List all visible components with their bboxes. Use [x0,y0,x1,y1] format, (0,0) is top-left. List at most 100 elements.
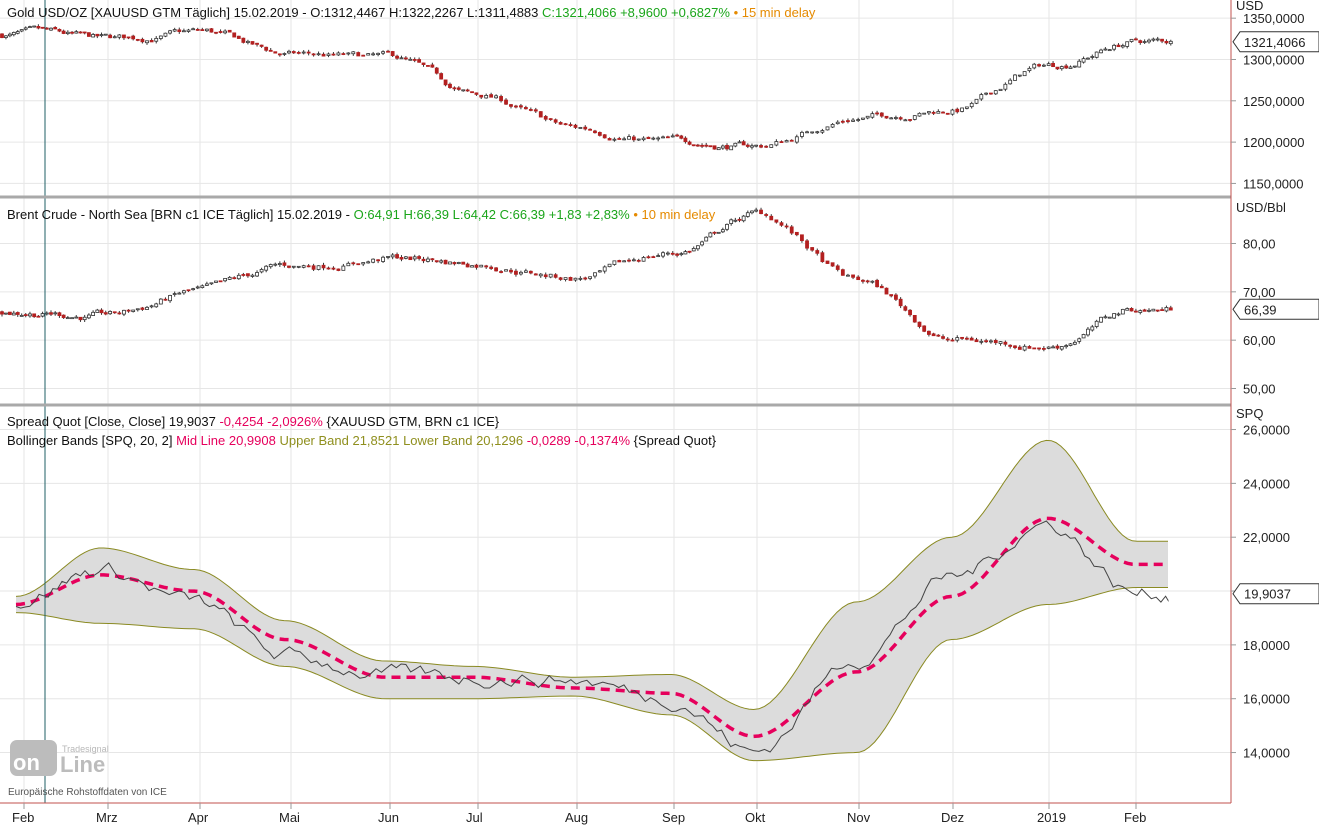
candle [646,136,651,140]
candle [1008,78,1013,85]
candle [195,285,200,290]
candle [538,111,543,118]
candle [583,276,588,281]
candle [434,260,439,263]
candle [950,337,955,342]
candle [417,57,422,63]
candle [195,27,200,31]
candle [1022,71,1027,77]
candle [209,28,214,33]
candle [523,268,528,273]
candle [479,264,484,268]
candle [805,239,809,251]
candle [277,261,282,267]
candle [356,51,361,57]
candle [989,92,993,95]
candle [341,52,346,56]
candle [588,276,593,281]
candle [1003,340,1008,347]
candle [218,280,223,283]
candle [683,136,688,144]
candle [894,293,898,302]
candle [108,33,113,39]
candle [131,309,136,313]
candle [448,82,452,89]
data-source-note: Europäische Rohstoffdaten von ICE [8,787,167,798]
candle [112,35,117,39]
candle [484,264,489,269]
spread-y-tick-label: 24,0000 [1243,476,1290,491]
candle [44,27,49,30]
candle [794,231,799,237]
candle [725,143,729,151]
candle [494,267,499,272]
candle [523,105,528,110]
candle [558,276,563,281]
brent-header-name: Brent Crude - North Sea [BRN c1 ICE Tägl… [7,207,354,222]
candle [687,140,692,146]
candle [964,336,969,341]
candle [70,317,74,320]
candle [984,338,989,344]
candle [23,313,28,318]
candle [720,227,725,234]
candle [830,262,835,267]
logo-text-line: Line [60,752,105,777]
candle [246,273,250,278]
candle [1112,313,1117,319]
candle [23,26,28,31]
candle [186,289,191,292]
gold-last-value-text: 1321,4066 [1244,35,1305,50]
candle [563,277,568,282]
candle [1107,316,1112,319]
candle [1037,63,1041,68]
candle [593,129,597,134]
x-tick-label: 2019 [1037,810,1066,825]
candle [306,49,311,56]
candle [86,313,91,320]
candle [741,139,746,146]
candle [421,62,426,67]
candle [4,312,8,315]
candle [750,143,754,150]
candle [861,279,865,284]
candle [514,268,518,277]
candle [733,142,738,148]
candle [395,54,399,60]
candle [470,91,474,94]
candle [209,282,214,285]
candle [548,118,553,121]
candle [494,94,499,99]
brent-last-value-marker: 66,39 [1232,298,1319,320]
candle [538,273,543,278]
candle [993,90,998,95]
candle [499,270,503,274]
candle [912,115,917,121]
candle [870,280,875,284]
candle [931,332,936,337]
gold-header-name: Gold USD/OZ [XAUUSD GTM Täglich] 15.02.2… [7,5,542,20]
candle [691,144,696,147]
x-tick-label: Dez [941,810,964,825]
candle [504,98,508,105]
candle [214,31,218,35]
candle [403,56,408,61]
candle [430,258,435,263]
candle [91,32,95,38]
candle [1017,345,1022,350]
candle [57,311,62,318]
gold-header-delay: • 15 min delay [730,5,816,20]
candle [955,335,960,343]
candle [745,143,750,149]
spread-header-line2: Bollinger Bands [SPQ, 20, 2] Mid Line 20… [7,433,717,448]
gold-y-tick-label: 1150,0000 [1243,176,1304,191]
candle [74,29,79,34]
bollinger-name: Bollinger Bands [SPQ, 20, 2] [7,433,176,448]
candle [306,264,311,268]
candle [1003,82,1008,92]
x-tick-label: Aug [565,810,588,825]
candle [936,109,941,114]
brent-y-tick-label: 60,00 [1243,333,1276,348]
candle [846,118,850,124]
candle [158,35,163,41]
